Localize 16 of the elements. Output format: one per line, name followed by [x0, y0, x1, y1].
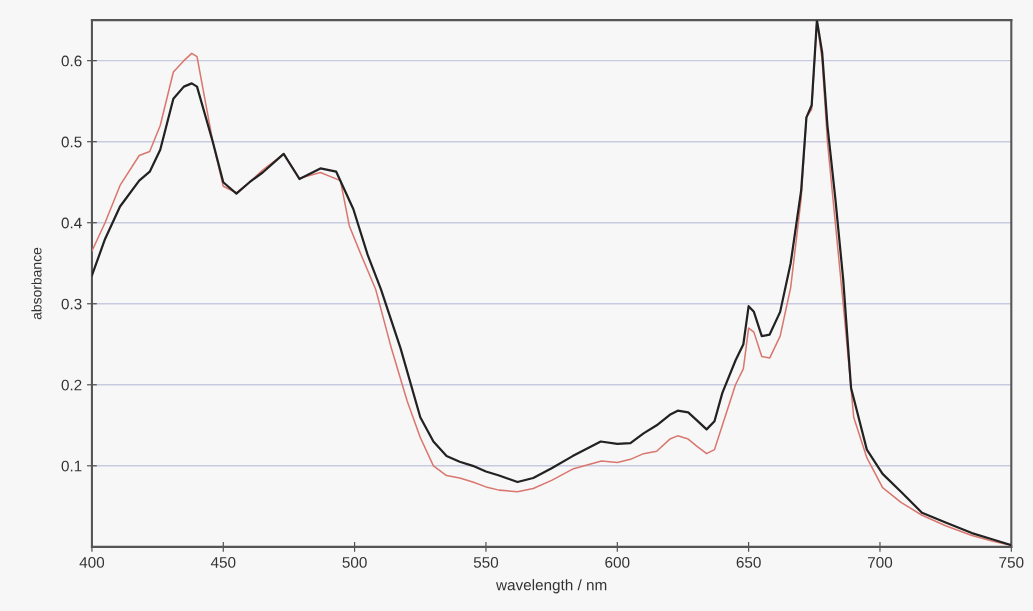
x-tick-label: 550 — [473, 556, 499, 568]
y-tick-label: 0.4 — [61, 217, 82, 229]
x-tick-label: 650 — [736, 556, 761, 568]
x-tick-label: 450 — [210, 556, 236, 568]
y-tick-label: 0.6 — [61, 55, 82, 67]
x-tick-label: 600 — [605, 556, 630, 568]
y-axis-title: absorbance — [31, 247, 42, 320]
y-tick-label: 0.2 — [61, 379, 82, 391]
x-tick-label: 700 — [868, 556, 893, 568]
y-tick-label: 0.1 — [61, 460, 82, 472]
x-tick-label: 400 — [79, 556, 105, 568]
x-tick-label: 750 — [999, 556, 1024, 568]
x-tick-label: 500 — [342, 556, 367, 568]
y-tick-label: 0.5 — [61, 136, 82, 148]
y-tick-label: 0.3 — [61, 298, 82, 310]
x-axis-title: wavelength / nm — [495, 579, 607, 594]
